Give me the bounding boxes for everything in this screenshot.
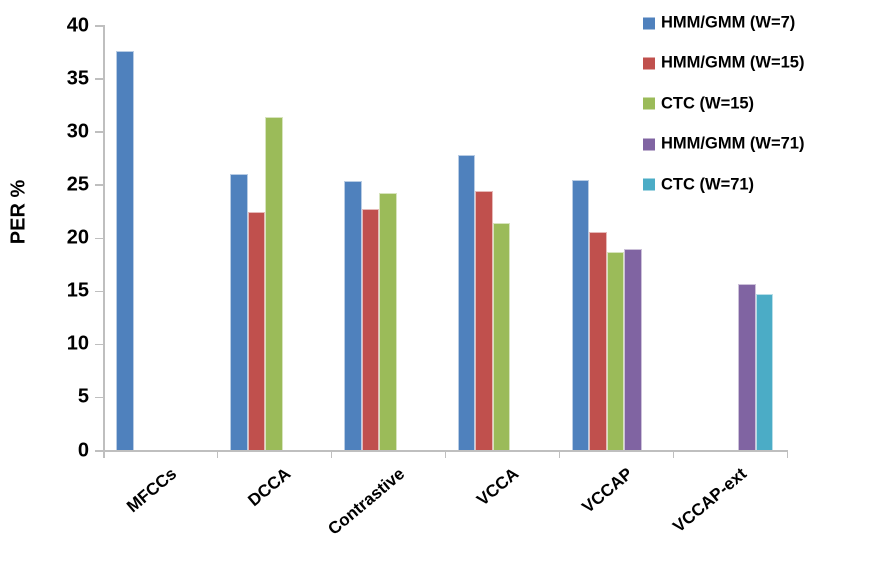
legend-label: HMM/GMM (W=15): [661, 53, 805, 72]
legend-item: HMM/GMM (W=7): [643, 14, 795, 33]
bar: [755, 293, 774, 450]
y-tick-label: 0: [77, 439, 89, 461]
bar: [457, 154, 476, 450]
legend-item: HMM/GMM (W=15): [643, 54, 804, 73]
bar: [116, 50, 134, 450]
legend-label: CTC (W=71): [661, 175, 755, 194]
x-tick-mark: [558, 450, 561, 458]
y-tick-label: 20: [66, 226, 89, 249]
legend-swatch: [643, 178, 655, 191]
bar: [344, 181, 362, 450]
bar: [361, 208, 380, 450]
y-tick-label: 35: [66, 67, 89, 90]
x-tick-mark: [216, 450, 219, 458]
bar: [265, 117, 283, 450]
y-tick-label: 15: [66, 279, 89, 302]
bar: [738, 284, 756, 450]
y-tick-label: 25: [66, 173, 89, 196]
x-tick-mark: [672, 450, 675, 458]
bar: [247, 212, 266, 450]
y-tick-mark: [95, 237, 103, 239]
y-tick-label: 40: [66, 14, 89, 36]
bar: [589, 232, 607, 450]
y-axis-line: [103, 25, 105, 450]
x-tick-mark: [103, 450, 105, 458]
legend-swatch: [643, 57, 655, 70]
y-tick-mark: [95, 131, 103, 133]
y-tick-mark: [95, 78, 103, 80]
y-tick-mark: [95, 343, 103, 346]
x-tick-mark: [330, 450, 333, 458]
legend-item: CTC (W=71): [643, 175, 754, 194]
legend-item: CTC (W=15): [643, 94, 754, 113]
bar: [230, 173, 248, 450]
bar: [624, 249, 642, 450]
y-tick-mark: [95, 290, 103, 293]
bar: [475, 190, 493, 450]
bar: [379, 192, 397, 450]
legend-label: CTC (W=15): [661, 94, 755, 113]
y-tick-label: 10: [66, 332, 89, 355]
bar: [492, 222, 511, 450]
bar: [571, 180, 590, 450]
bar: [606, 252, 625, 450]
legend-label: HMM/GMM (W=7): [661, 13, 796, 32]
y-tick-label: 5: [77, 385, 89, 408]
y-axis-title: PER %: [7, 179, 30, 245]
x-tick-mark: [444, 450, 447, 458]
y-tick-mark: [95, 184, 103, 186]
y-tick-mark: [95, 450, 103, 452]
y-tick-label: 30: [66, 120, 89, 143]
legend-swatch: [643, 17, 655, 29]
y-tick-mark: [95, 396, 103, 399]
y-tick-mark: [95, 25, 103, 27]
legend-swatch: [643, 138, 655, 151]
legend-item: HMM/GMM (W=71): [643, 135, 804, 154]
legend-label: HMM/GMM (W=71): [661, 134, 805, 153]
legend-swatch: [643, 97, 655, 110]
x-tick-mark: [786, 450, 788, 458]
